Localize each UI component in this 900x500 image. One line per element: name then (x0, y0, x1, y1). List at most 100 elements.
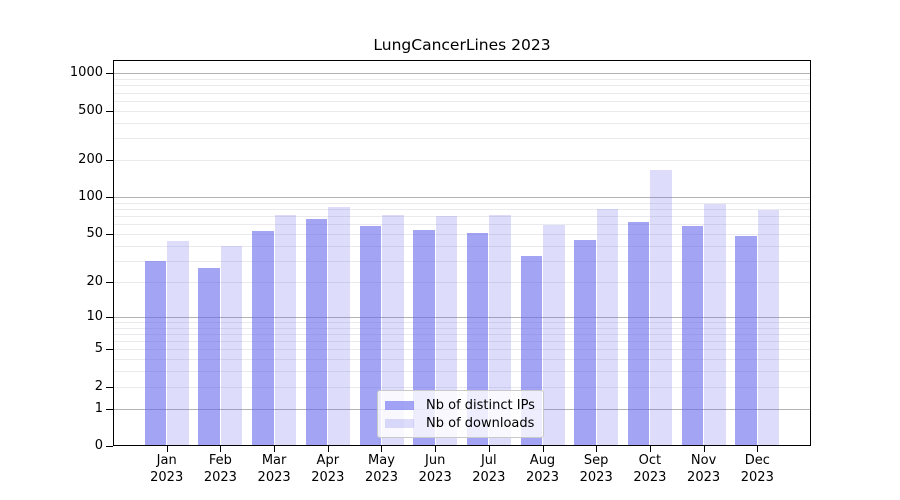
x-tick (328, 446, 329, 452)
x-tick (274, 446, 275, 452)
month-label: Jun (425, 453, 446, 468)
minor-gridline (113, 138, 811, 140)
minor-gridline (113, 349, 811, 351)
month-label: Feb (208, 453, 232, 468)
bar-downloads-feb (220, 245, 243, 446)
year-label: 2023 (203, 470, 237, 485)
major-gridline (113, 73, 811, 75)
chart-title: LungCancerLines 2023 (373, 36, 551, 54)
minor-gridline (113, 233, 811, 235)
x-tick-label-may: May 2023 (355, 452, 409, 486)
bar-distinct-ips-oct (627, 221, 650, 446)
y-tick-label: 1 (94, 400, 103, 416)
major-gridline (113, 197, 811, 199)
bar-distinct-ips-mar (252, 230, 274, 446)
x-tick-label-jul: Jul 2023 (462, 452, 516, 486)
y-tick-label: 2 (94, 378, 103, 394)
major-gridline (113, 316, 811, 318)
minor-gridline (113, 216, 811, 218)
x-tick-label-jan: Jan 2023 (140, 452, 194, 486)
x-tick (757, 446, 758, 452)
month-label: Apr (316, 453, 340, 468)
minor-gridline (113, 333, 811, 335)
x-tick-label-mar: Mar 2023 (247, 452, 301, 486)
legend-swatch-downloads (385, 419, 414, 429)
bar-distinct-ips-may (359, 226, 381, 446)
y-tick (106, 317, 113, 318)
x-tick-label-nov: Nov 2023 (677, 452, 731, 486)
bar-downloads-aug (543, 225, 565, 446)
year-label: 2023 (633, 470, 667, 485)
minor-gridline (113, 79, 811, 80)
bar-downloads-may (382, 214, 404, 446)
minor-gridline (113, 100, 811, 102)
minor-gridline (113, 359, 811, 361)
month-label: May (368, 453, 395, 468)
x-tick (489, 446, 490, 452)
bar-downloads-nov (704, 203, 726, 446)
x-tick (435, 446, 436, 452)
y-tick-label: 500 (78, 102, 103, 118)
minor-gridline (113, 321, 811, 323)
minor-gridline (113, 92, 811, 94)
y-tick (106, 409, 113, 410)
y-tick-label: 1000 (69, 65, 103, 81)
y-tick-label: 100 (78, 189, 103, 205)
x-tick (543, 446, 544, 452)
y-tick (106, 234, 113, 235)
year-label: 2023 (364, 470, 399, 485)
y-tick-label: 10 (86, 308, 103, 324)
bar-downloads-jun (435, 216, 458, 446)
x-tick (220, 446, 221, 452)
year-label: 2023 (472, 470, 506, 485)
x-tick-label-aug: Aug 2023 (516, 452, 570, 486)
minor-gridline (113, 260, 811, 262)
bar-distinct-ips-dec (735, 236, 757, 446)
minor-gridline (113, 202, 811, 204)
year-label: 2023 (579, 470, 613, 485)
minor-gridline (113, 85, 811, 87)
x-tick (381, 446, 382, 452)
x-tick (650, 446, 651, 452)
month-label: Aug (529, 453, 556, 468)
legend-label-distinct-ips: Nb of distinct IPs (426, 397, 535, 413)
y-tick (106, 73, 113, 74)
bar-distinct-ips-apr (305, 219, 328, 446)
year-label: 2023 (257, 470, 291, 485)
y-tick (106, 387, 113, 388)
x-tick-label-jun: Jun 2023 (408, 452, 462, 486)
x-tick (596, 446, 597, 452)
year-label: 2023 (525, 470, 560, 485)
bar-distinct-ips-jan (144, 260, 167, 446)
bar-distinct-ips-sep (574, 239, 596, 446)
minor-gridline (113, 327, 811, 329)
bar-downloads-jul (489, 214, 511, 446)
x-tick (167, 446, 168, 452)
legend-label-downloads: Nb of downloads (426, 416, 535, 432)
month-label: Nov (690, 453, 717, 468)
y-tick-label: 0 (94, 438, 103, 453)
minor-gridline (113, 341, 811, 342)
legend-swatch-distinct-ips (385, 400, 414, 410)
minor-gridline (113, 386, 811, 388)
x-tick-label-apr: Apr 2023 (301, 452, 355, 486)
bar-downloads-mar (274, 214, 297, 446)
legend: Nb of distinct IPs Nb of downloads (377, 390, 544, 438)
bar-downloads-sep (596, 209, 619, 446)
y-tick (106, 197, 113, 198)
minor-gridline (113, 209, 811, 210)
y-tick (106, 111, 113, 112)
month-label: Oct (638, 453, 662, 468)
month-label: Mar (261, 453, 287, 468)
bar-downloads-jan (167, 240, 189, 446)
y-tick (106, 446, 113, 447)
y-tick (106, 349, 113, 350)
x-tick-label-feb: Feb 2023 (193, 452, 247, 486)
month-label: Dec (744, 453, 770, 468)
bar-downloads-dec (757, 210, 780, 446)
minor-gridline (113, 371, 811, 373)
x-tick-label-dec: Dec 2023 (730, 452, 784, 486)
minor-gridline (113, 281, 811, 283)
y-tick-label: 200 (78, 151, 103, 167)
